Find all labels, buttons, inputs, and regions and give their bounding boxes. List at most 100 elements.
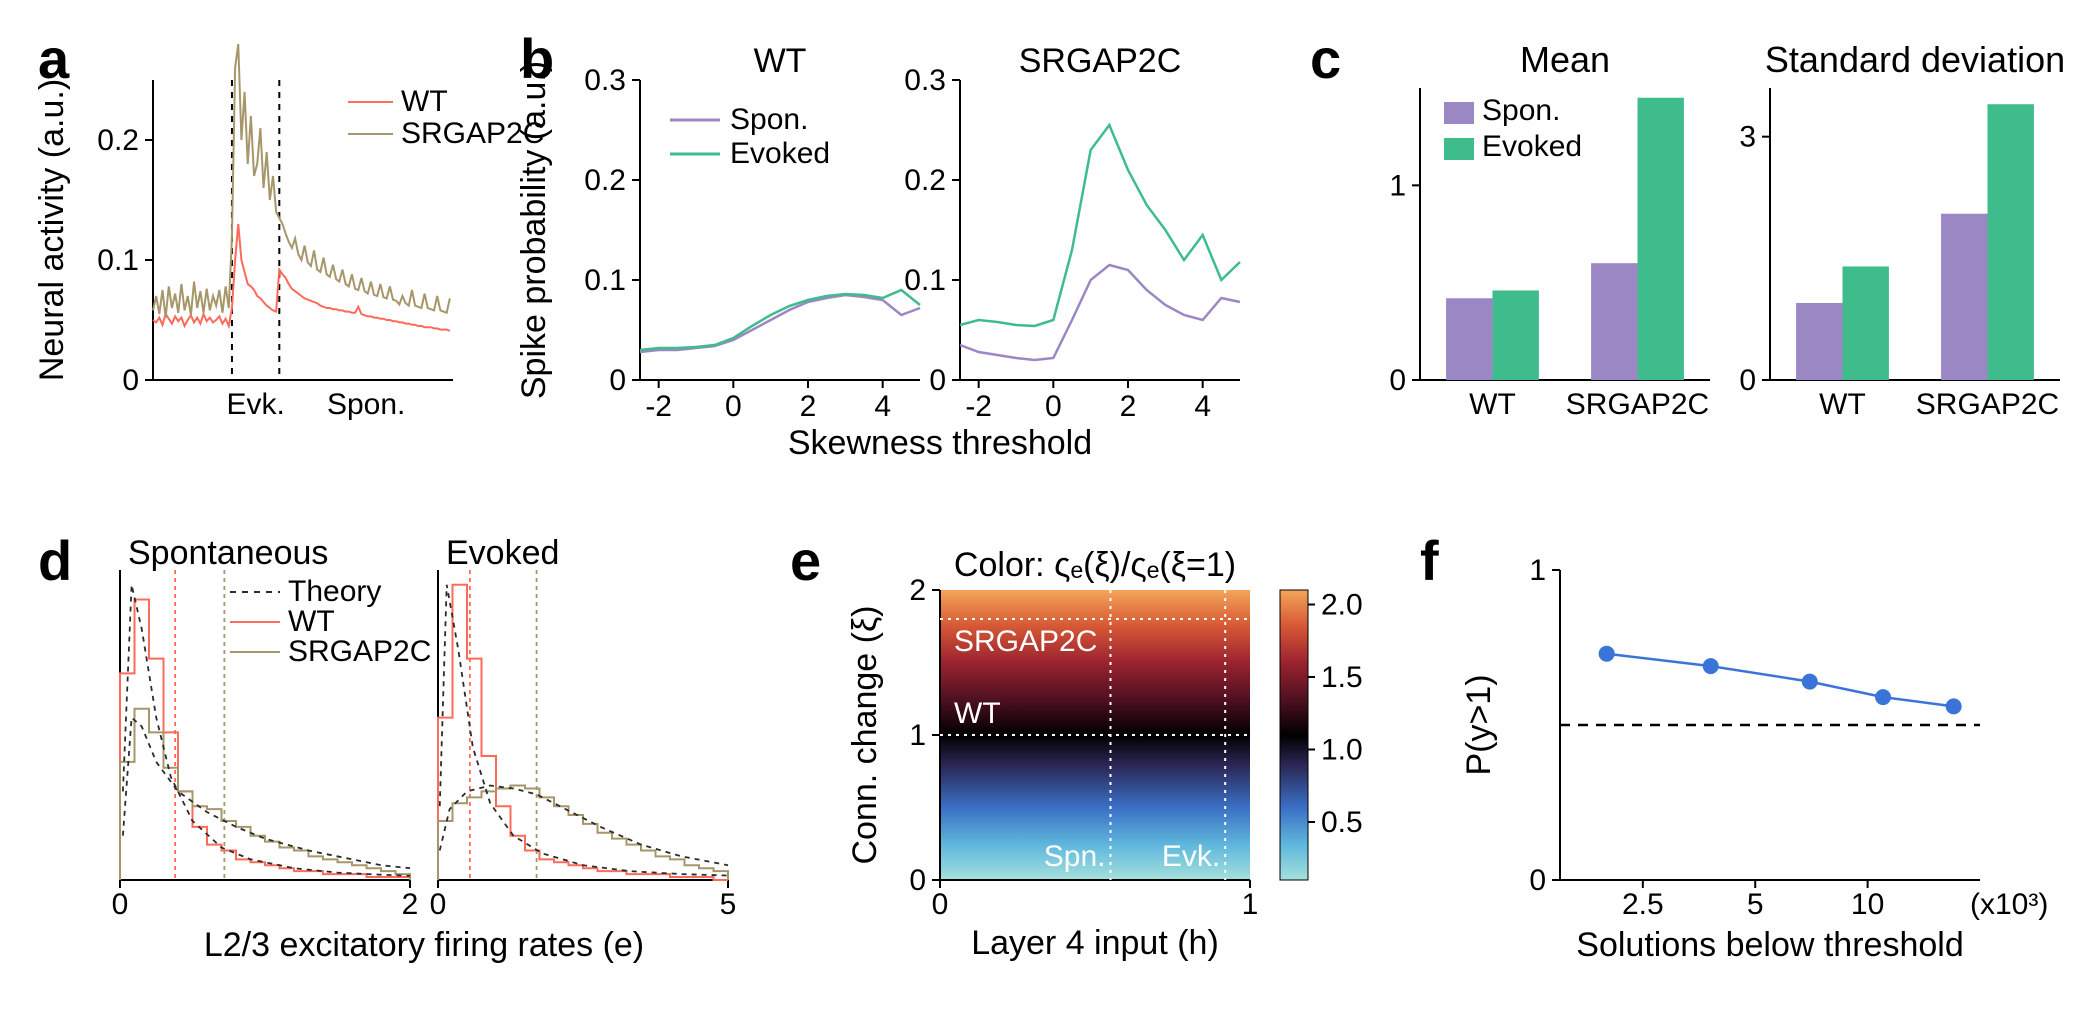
svg-text:0: 0 [1739,364,1756,397]
svg-text:0: 0 [909,864,926,897]
svg-text:0.2: 0.2 [584,164,626,197]
svg-text:0.3: 0.3 [904,64,946,97]
theory-spontaneous-SRGAP2C [123,718,410,869]
theory-evoked-SRGAP2C [440,786,728,866]
marker [1703,658,1719,674]
svg-text:2: 2 [909,574,926,607]
svg-text:1.5: 1.5 [1321,661,1363,694]
bar-mean-SRGAP2C-Spon [1591,263,1637,380]
svg-text:0: 0 [430,888,447,921]
svg-text:SRGAP2C: SRGAP2C [1916,388,2059,421]
svg-text:WT: WT [288,605,335,638]
svg-text:Spike probability (a.u.): Spike probability (a.u.) [515,61,553,399]
panel-f-label: f [1420,529,1439,592]
svg-text:Spontaneous: Spontaneous [128,534,328,572]
svg-text:0: 0 [725,390,742,423]
panel-a: a00.10.2Evk.Spon.Neural activity (a.u.)W… [33,27,544,421]
svg-text:SRGAP2C: SRGAP2C [288,635,431,668]
svg-text:WT: WT [754,42,807,80]
svg-text:2.5: 2.5 [1622,888,1664,921]
svg-text:Standard deviation: Standard deviation [1765,39,2065,80]
hist-spontaneous-SRGAP2C [120,709,410,880]
svg-text:Spon.: Spon. [327,388,405,421]
svg-text:0: 0 [122,364,139,397]
svg-text:WT: WT [1469,388,1516,421]
svg-text:0: 0 [932,888,949,921]
panel-c-label: c [1310,27,1341,90]
svg-text:SRGAP2C: SRGAP2C [954,625,1097,658]
svg-text:0.3: 0.3 [584,64,626,97]
svg-text:WT: WT [401,85,448,118]
hist-evoked-WT [438,585,728,880]
series-WT-Spon [640,295,920,352]
svg-text:Spon.: Spon. [1482,94,1560,127]
series-line [1607,654,1954,707]
svg-text:Evoked: Evoked [446,534,559,572]
svg-text:-2: -2 [645,390,672,423]
svg-text:2: 2 [1120,390,1137,423]
panel-d-label: d [38,529,72,592]
marker [1599,646,1615,662]
svg-text:0: 0 [1529,864,1546,897]
svg-text:10: 10 [1851,888,1884,921]
svg-text:1.0: 1.0 [1321,734,1363,767]
svg-text:Theory: Theory [288,575,381,608]
svg-text:0: 0 [609,364,626,397]
svg-text:-2: -2 [965,390,992,423]
series-SRGAP2C-Evoked [960,125,1240,326]
svg-text:0.2: 0.2 [904,164,946,197]
marker [1802,674,1818,690]
svg-text:0: 0 [1045,390,1062,423]
panel-d: d02SpontaneousTheoryWTSRGAP2C05EvokedL2/… [38,529,736,964]
svg-text:0.5: 0.5 [1321,806,1363,839]
svg-text:3: 3 [1739,121,1756,154]
theory-spontaneous-WT [123,585,410,876]
marker [1946,698,1962,714]
svg-text:Spon.: Spon. [730,103,808,136]
colorbar [1280,590,1308,880]
svg-text:5: 5 [1747,888,1764,921]
svg-text:1: 1 [1242,888,1259,921]
svg-text:1: 1 [1529,554,1546,587]
svg-text:P(y>1): P(y>1) [1460,674,1498,775]
bar-mean-WT-Spon [1446,298,1492,380]
svg-text:2.0: 2.0 [1321,589,1363,622]
svg-text:1: 1 [1389,169,1406,202]
bar-std-SRGAP2C-Evoked [1988,104,2034,380]
panel-c: c 0 1 Mean WT SRGAP2C Spon.Evoked 0 3 Standard de… [1310,27,2065,421]
bar-std-WT-Evoked [1843,266,1889,380]
svg-text:Layer 4 input (h): Layer 4 input (h) [971,924,1219,962]
svg-text:1: 1 [909,719,926,752]
svg-text:2: 2 [800,390,817,423]
svg-text:L2/3 excitatory firing rates (: L2/3 excitatory firing rates (e) [204,926,644,964]
svg-text:0.1: 0.1 [97,244,139,277]
svg-text:2: 2 [402,888,419,921]
panel-e: e01012Color: ςₑ(ξ)/ςₑ(ξ=1)Layer 4 input … [790,529,1363,962]
svg-text:SRGAP2C: SRGAP2C [1566,388,1709,421]
theory-evoked-WT [440,585,728,876]
svg-text:Mean: Mean [1520,39,1610,80]
svg-text:(x10³): (x10³) [1970,888,2048,921]
svg-text:0: 0 [112,888,129,921]
svg-text:5: 5 [720,888,737,921]
svg-text:Solutions below threshold: Solutions below threshold [1576,926,1963,964]
panel-e-label: e [790,529,821,592]
svg-text:Conn. change (ξ): Conn. change (ξ) [846,605,884,864]
series-SRGAP2C-Spon [960,265,1240,360]
svg-text:4: 4 [874,390,891,423]
svg-text:0.2: 0.2 [97,124,139,157]
svg-text:0: 0 [929,364,946,397]
svg-text:0.1: 0.1 [904,264,946,297]
panel-f: f 0 1 2.5 5 10 (x10³) P(y>1) Solutions below thr… [1420,529,2048,964]
bar-mean-SRGAP2C-Evoked [1638,98,1684,380]
svg-text:Evoked: Evoked [1482,130,1582,163]
svg-text:4: 4 [1194,390,1211,423]
series-WT [153,224,450,331]
svg-text:0: 0 [1389,364,1406,397]
svg-text:WT: WT [954,697,1001,730]
svg-text:WT: WT [1819,388,1866,421]
bar-std-SRGAP2C-Spon [1941,214,1987,380]
svg-text:Neural activity (a.u.): Neural activity (a.u.) [33,79,71,381]
svg-text:Evoked: Evoked [730,137,830,170]
bar-mean-WT-Evoked [1493,290,1539,380]
